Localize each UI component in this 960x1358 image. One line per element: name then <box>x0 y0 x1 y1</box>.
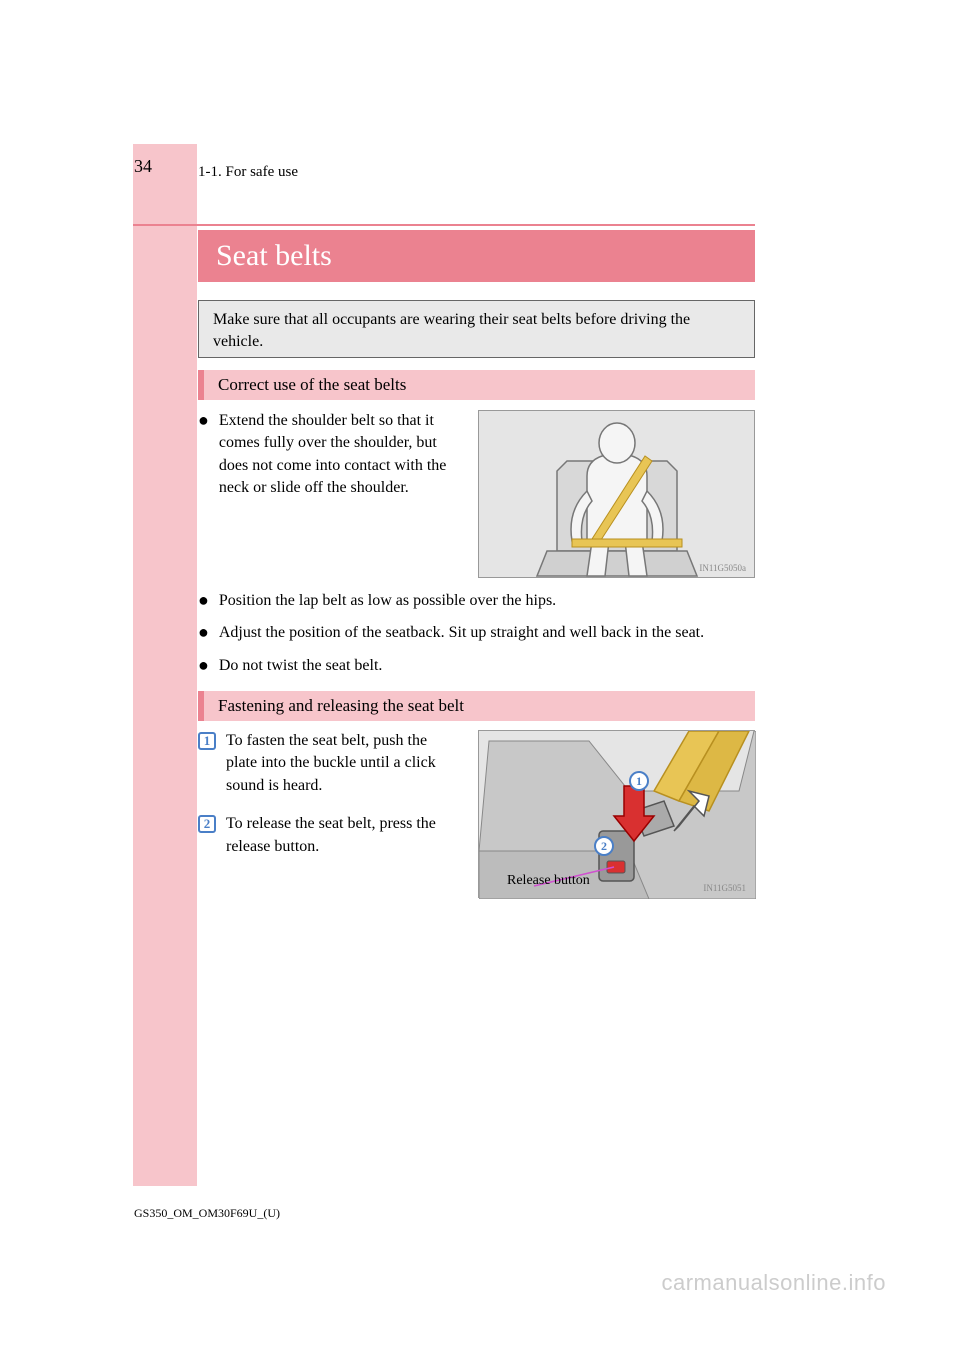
section-title-2: Fastening and releasing the seat belt <box>218 696 464 716</box>
illustration-correct-use: IN11G5050a <box>478 410 755 578</box>
bullet-dot: ● <box>198 410 209 500</box>
step-list-fastening: 1 To fasten the seat belt, push the plat… <box>198 730 460 874</box>
bullet-list-correct-use: ● Extend the shoulder belt so that it co… <box>198 410 460 510</box>
bullet-text: Adjust the position of the seatback. Sit… <box>219 622 755 644</box>
watermark: carmanualsonline.info <box>661 1270 886 1296</box>
intro-box: Make sure that all occupants are wearing… <box>198 300 755 358</box>
bullet-dot: ● <box>198 655 209 677</box>
seat-belt-figure-svg <box>517 421 717 581</box>
step-text: To fasten the seat belt, push the plate … <box>226 730 460 797</box>
bullet-text: Position the lap belt as low as possible… <box>219 590 755 612</box>
step-item: 1 To fasten the seat belt, push the plat… <box>198 730 460 797</box>
bullet-list-correct-use-cont: ● Position the lap belt as low as possib… <box>198 590 755 687</box>
step-number-icon: 1 <box>198 732 216 750</box>
bullet-dot: ● <box>198 622 209 644</box>
bullet-item: ● Position the lap belt as low as possib… <box>198 590 755 612</box>
bullet-item: ● Extend the shoulder belt so that it co… <box>198 410 460 500</box>
bullet-text: Do not twist the seat belt. <box>219 655 755 677</box>
page-title-bar: Seat belts <box>198 230 755 282</box>
section-marker <box>198 691 204 721</box>
top-divider <box>133 224 755 226</box>
page-title: Seat belts <box>216 239 332 273</box>
illustration-fastening: 1 2 Release button IN11G5051 <box>478 730 755 898</box>
left-margin-bar <box>133 144 197 1186</box>
section-title-1: Correct use of the seat belts <box>218 375 406 395</box>
image-code-2: IN11G5051 <box>703 883 746 893</box>
bullet-text: Extend the shoulder belt so that it come… <box>219 410 460 500</box>
marker-2-icon: 2 <box>594 836 614 856</box>
chapter-heading: 1-1. For safe use <box>198 164 298 181</box>
step-text: To release the seat belt, press the rele… <box>226 813 460 858</box>
intro-text: Make sure that all occupants are wearing… <box>213 311 690 350</box>
release-button-label: Release button <box>507 873 590 889</box>
bullet-item: ● Adjust the position of the seatback. S… <box>198 622 755 644</box>
step-item: 2 To release the seat belt, press the re… <box>198 813 460 858</box>
page-number: 34 <box>134 156 152 177</box>
marker-1-icon: 1 <box>629 771 649 791</box>
section-header-correct-use: Correct use of the seat belts <box>198 370 755 400</box>
step-number-icon: 2 <box>198 815 216 833</box>
section-marker <box>198 370 204 400</box>
footer-text: GS350_OM_OM30F69U_(U) <box>134 1206 280 1221</box>
section-header-fastening: Fastening and releasing the seat belt <box>198 691 755 721</box>
bullet-dot: ● <box>198 590 209 612</box>
image-code-1: IN11G5050a <box>699 563 746 573</box>
bullet-item: ● Do not twist the seat belt. <box>198 655 755 677</box>
